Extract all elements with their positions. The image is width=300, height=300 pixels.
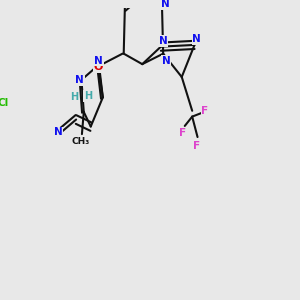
Text: H: H xyxy=(70,92,78,102)
Text: N: N xyxy=(75,75,84,85)
Text: N: N xyxy=(54,128,63,137)
Text: O: O xyxy=(94,62,103,72)
Text: F: F xyxy=(193,141,200,151)
Text: Cl: Cl xyxy=(0,98,9,108)
Text: H: H xyxy=(84,91,92,101)
Text: CH₃: CH₃ xyxy=(72,136,90,146)
Text: N: N xyxy=(159,36,168,46)
Text: N: N xyxy=(94,56,103,66)
Text: N: N xyxy=(193,34,201,44)
Text: F: F xyxy=(201,106,208,116)
Text: N: N xyxy=(162,56,170,66)
Text: F: F xyxy=(179,128,186,138)
Text: N: N xyxy=(161,0,170,9)
